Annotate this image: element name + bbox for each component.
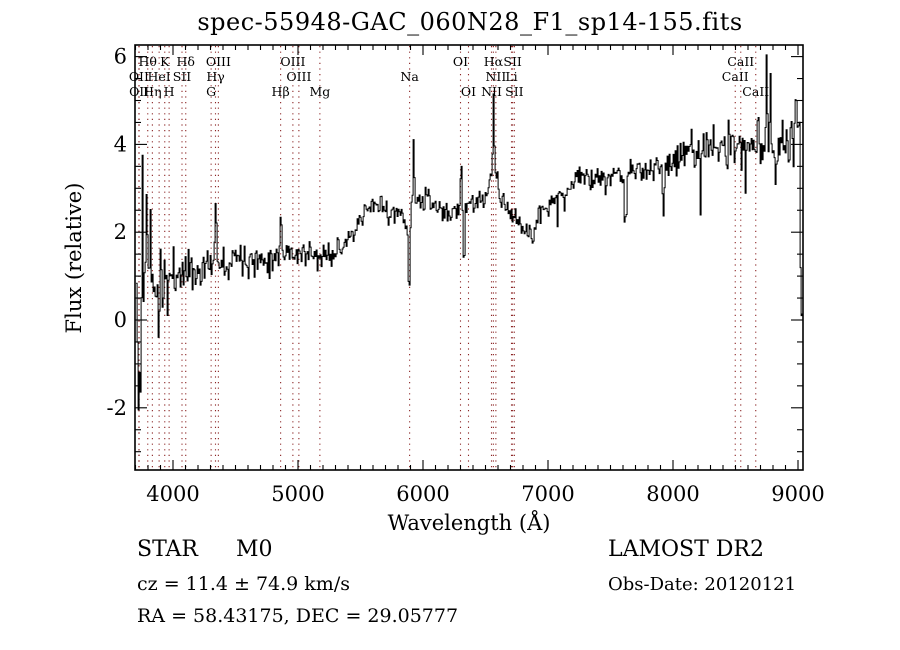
spectral-line-label: Li	[505, 69, 517, 84]
x-tick-label: 7000	[521, 482, 574, 506]
survey-name: LAMOST DR2	[608, 537, 764, 562]
spectrum-trace	[136, 54, 803, 411]
x-tick-label: 5000	[271, 482, 324, 506]
spectral-line-label: OI	[453, 54, 468, 69]
spectral-line-label: CaII	[727, 54, 754, 69]
spectral-line-label: CaII	[742, 84, 769, 99]
spectral-line-label: SII	[503, 54, 522, 69]
y-tick-label: 4	[114, 132, 127, 156]
y-tick-label: -2	[107, 396, 127, 420]
spectral-line-label: Hγ	[206, 69, 224, 84]
radec-value: RA = 58.43175, DEC = 29.05777	[137, 605, 459, 627]
spectral-line-label: Mg	[309, 84, 330, 99]
x-tick-label: 9000	[771, 482, 824, 506]
spectral-line-label: CaII	[722, 69, 749, 84]
spectral-line-label: OII	[129, 69, 149, 84]
x-tick-label: 4000	[146, 482, 199, 506]
spectral-line-label: OIII	[286, 69, 311, 84]
y-axis-label: Flux (relative)	[62, 182, 86, 334]
cz-value: cz = 11.4 ± 74.9 km/s	[137, 573, 350, 595]
spectral-line-label: Hα	[484, 54, 504, 69]
spectral-line-label: K	[160, 54, 170, 69]
object-subclass: M0	[236, 537, 273, 562]
axis-ticks	[134, 45, 803, 470]
y-tick-label: 6	[114, 45, 127, 69]
y-tick-label: 0	[114, 308, 127, 332]
obs-date: Obs-Date: 20120121	[608, 574, 797, 595]
spectral-line-label: NII	[485, 69, 506, 84]
spectral-line-label: HeI	[148, 69, 171, 84]
page-title: spec-55948-GAC_060N28_F1_sp14-155.fits	[197, 8, 743, 36]
spectral-line-label: Hβ	[272, 84, 290, 99]
x-tick-label: 8000	[646, 482, 699, 506]
object-class: STAR	[137, 537, 198, 562]
spectral-line-label: SII	[173, 69, 192, 84]
spectral-line-label: Na	[400, 69, 419, 84]
spectral-line-label: OIII	[280, 54, 305, 69]
spectral-line-label: SII	[505, 84, 524, 99]
spectral-line-label: G	[206, 84, 216, 99]
spectral-line-label: Hθ	[139, 54, 157, 69]
spectral-line-label: OI	[461, 84, 476, 99]
spectral-line-label: NII	[481, 84, 502, 99]
plot-frame	[134, 44, 804, 471]
spectral-line-label: OIII	[206, 54, 231, 69]
spectral-line-label: Hη	[143, 84, 161, 99]
y-tick-label: 2	[114, 220, 127, 244]
x-tick-label: 6000	[396, 482, 449, 506]
classification-line: STAR M0	[137, 537, 273, 562]
spectral-line-label: H	[164, 84, 175, 99]
x-axis-label: Wavelength (Å)	[387, 511, 551, 535]
spectral-line-label: Hδ	[177, 54, 195, 69]
spectral-line-label: OII	[129, 84, 149, 99]
